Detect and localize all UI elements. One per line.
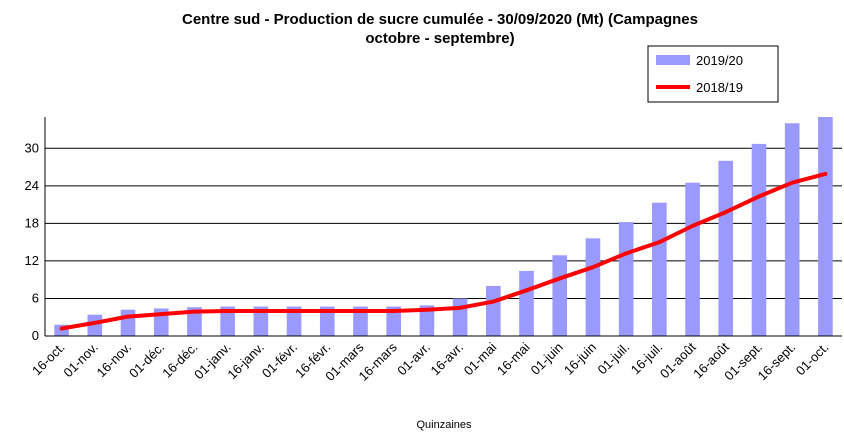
bar [685, 182, 700, 336]
bar [585, 238, 601, 336]
bar [818, 117, 833, 336]
chart-title-line: octobre - septembre) [365, 30, 514, 47]
x-tick-label: 01-févr. [259, 340, 300, 381]
x-tick-label: 01-août [657, 339, 699, 381]
bar [120, 309, 136, 336]
x-tick-label: 16-nov. [94, 340, 135, 381]
x-tick-label: 01-juin [528, 340, 566, 378]
y-tick-label: 18 [25, 215, 39, 230]
bar [353, 306, 368, 336]
bar [319, 306, 335, 336]
bar [486, 285, 501, 336]
bar [652, 202, 667, 336]
legend-label: 2018/19 [696, 80, 743, 95]
bar [253, 306, 269, 336]
bar [519, 270, 534, 336]
y-tick-label: 6 [32, 290, 39, 305]
x-tick-label: 16-avr. [428, 340, 467, 379]
x-tick-label: 01-oct. [793, 340, 832, 379]
legend-label: 2019/20 [696, 53, 743, 68]
bar [187, 307, 202, 336]
bar [718, 160, 734, 336]
x-tick-label: 01-déc. [126, 340, 167, 381]
bar [87, 314, 103, 336]
x-tick-label: 01-avr. [394, 340, 433, 379]
bar [618, 222, 634, 336]
chart-title-line: Centre sud - Production de sucre cumulée… [182, 11, 698, 28]
x-axis-label: Quinzaines [416, 419, 472, 431]
x-tick-label: 16-janv. [224, 340, 267, 383]
x-tick-label: 16-juin [561, 340, 599, 378]
legend-swatch [656, 55, 690, 65]
bar [419, 305, 435, 336]
bar [552, 255, 568, 336]
x-tick-label: 01-mai [461, 339, 500, 378]
line [59, 171, 828, 331]
bar [751, 143, 767, 336]
y-tick-label: 30 [25, 140, 39, 155]
bar [286, 306, 302, 336]
y-tick-label: 12 [25, 253, 39, 268]
x-tick-label: 01-juil. [595, 340, 633, 378]
bar [386, 306, 401, 336]
x-tick-label: 16-mai [494, 339, 533, 378]
y-tick-label: 24 [25, 178, 39, 193]
bar [784, 123, 800, 336]
bar [220, 306, 235, 336]
y-tick-label: 0 [32, 328, 39, 343]
bar [452, 298, 468, 336]
x-tick-label: 01-nov. [60, 340, 101, 381]
